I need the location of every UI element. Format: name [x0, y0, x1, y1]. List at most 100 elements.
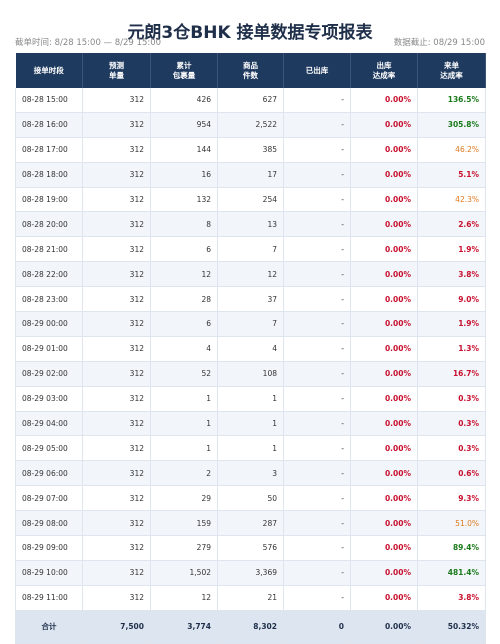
table-cell: 08-28 22:00 — [15, 261, 83, 288]
table-row: 08-28 22:00 312 12 12-0.00% 3.8% — [15, 261, 486, 288]
table-cell: 0.6% — [417, 460, 486, 487]
table-cell: 312 — [82, 112, 151, 138]
table-cell: 7 — [217, 311, 284, 337]
table-row: 08-29 01:00 312 4 4-0.00% 1.3% — [15, 336, 486, 362]
table-cell: 136.5% — [417, 88, 486, 113]
table-cell: 0.00% — [350, 460, 418, 487]
table-cell: 132 — [150, 187, 218, 213]
table-cell: 0.3% — [417, 435, 486, 462]
table-cell: - — [283, 386, 351, 412]
column-header: 接单时段 — [15, 53, 83, 88]
header-line: 预测 — [109, 61, 124, 71]
total-cell: 50.32% — [417, 610, 486, 644]
table-cell: 08-29 04:00 — [15, 411, 83, 437]
table-cell: 312 — [82, 435, 151, 462]
table-cell: - — [283, 211, 351, 238]
table-cell: - — [283, 311, 351, 337]
total-cell: 7,500 — [82, 610, 151, 644]
table-row: 08-29 07:00 312 29 50-0.00% 9.3% — [15, 485, 486, 512]
table-cell: 287 — [217, 510, 284, 537]
table-cell: 12 — [217, 261, 284, 288]
table-cell: 312 — [82, 485, 151, 512]
table-cell: 3,369 — [217, 560, 284, 586]
table-cell: 0.00% — [350, 286, 418, 313]
table-cell: 4 — [217, 336, 284, 362]
table-cell: - — [283, 510, 351, 537]
table-cell: 16.7% — [417, 361, 486, 387]
table-cell: 1 — [150, 435, 218, 462]
table-cell: - — [283, 336, 351, 362]
table-cell: - — [283, 112, 351, 138]
table-cell: 8 — [150, 211, 218, 238]
table-cell: 17 — [217, 162, 284, 188]
header-line: 来单 — [444, 61, 459, 71]
table-row: 08-29 09:00 312 279 576-0.00% 89.4% — [15, 535, 486, 561]
table-cell: 0.00% — [350, 261, 418, 288]
table-cell: 426 — [150, 88, 218, 113]
table-cell: 08-29 08:00 — [15, 510, 83, 537]
header-line: 已出库 — [305, 65, 329, 75]
table-cell: 50 — [217, 485, 284, 512]
table-cell: 4 — [150, 336, 218, 362]
table-cell: 0.00% — [350, 88, 418, 113]
table-cell: 12 — [150, 261, 218, 288]
column-header: 商品 件数 — [217, 53, 284, 88]
table-cell: 312 — [82, 261, 151, 288]
table-cell: 312 — [82, 585, 151, 611]
table-cell: 0.00% — [350, 361, 418, 387]
table-cell: 3.8% — [417, 261, 486, 288]
table-cell: 312 — [82, 187, 151, 213]
table-cell: 08-28 20:00 — [15, 211, 83, 238]
table-cell: 9.0% — [417, 286, 486, 313]
table-cell: 312 — [82, 361, 151, 387]
table-cell: 1 — [150, 411, 218, 437]
total-cell: 8,302 — [217, 610, 284, 644]
table-cell: 305.8% — [417, 112, 486, 138]
table-cell: 481.4% — [417, 560, 486, 586]
table-cell: 254 — [217, 187, 284, 213]
table-cell: 312 — [82, 311, 151, 337]
total-cell: 0.00% — [350, 610, 418, 644]
header-line: 件数 — [243, 70, 258, 80]
table-cell: 0.00% — [350, 485, 418, 512]
table-cell: 0.3% — [417, 411, 486, 437]
table-cell: 312 — [82, 560, 151, 586]
table-cell: - — [283, 535, 351, 561]
table-cell: - — [283, 485, 351, 512]
table-cell: 0.00% — [350, 535, 418, 561]
table-cell: 1.9% — [417, 311, 486, 337]
table-cell: 0.3% — [417, 386, 486, 412]
table-cell: 08-29 09:00 — [15, 535, 83, 561]
table-cell: 37 — [217, 286, 284, 313]
total-cell: 0 — [283, 610, 351, 644]
table-cell: - — [283, 411, 351, 437]
table-body: 08-28 15:00 312 426 627-0.00% 136.5% 08-28 16… — [15, 88, 486, 611]
table-cell: 7 — [217, 236, 284, 263]
total-row: 合计 7,500 3,774 8,302 0 0.00% 50.32% — [15, 610, 486, 644]
table-cell: 312 — [82, 211, 151, 238]
table-cell: - — [283, 137, 351, 163]
report-title: 元朗3仓BHK 接单数据专项报表 — [127, 23, 373, 43]
column-header: 预测 单量 — [82, 53, 151, 88]
header-line: 接单时段 — [33, 65, 64, 75]
table-cell: 08-28 18:00 — [15, 162, 83, 188]
total-cell: 3,774 — [150, 610, 218, 644]
table-row: 08-28 17:00 312 144 385-0.00% 46.2% — [15, 137, 486, 163]
table-cell: 385 — [217, 137, 284, 163]
table-cell: 08-28 19:00 — [15, 187, 83, 213]
cutoff: 数据截止: 08/29 15:00 — [393, 38, 485, 48]
table-cell: 312 — [82, 535, 151, 561]
table-cell: 9.3% — [417, 485, 486, 512]
table-cell: 08-29 10:00 — [15, 560, 83, 586]
table-cell: 0.00% — [350, 386, 418, 412]
table-cell: - — [283, 560, 351, 586]
table-cell: 08-28 17:00 — [15, 137, 83, 163]
table-cell: 21 — [217, 585, 284, 611]
column-header: 来单 达成率 — [417, 53, 486, 88]
column-header: 累计 包裹量 — [150, 53, 218, 88]
table-cell: 1 — [217, 435, 284, 462]
table-cell: 3.8% — [417, 585, 486, 611]
table-cell: 312 — [82, 386, 151, 412]
table-cell: 312 — [82, 460, 151, 487]
table-row: 08-29 00:00 312 6 7-0.00% 1.9% — [15, 311, 486, 337]
